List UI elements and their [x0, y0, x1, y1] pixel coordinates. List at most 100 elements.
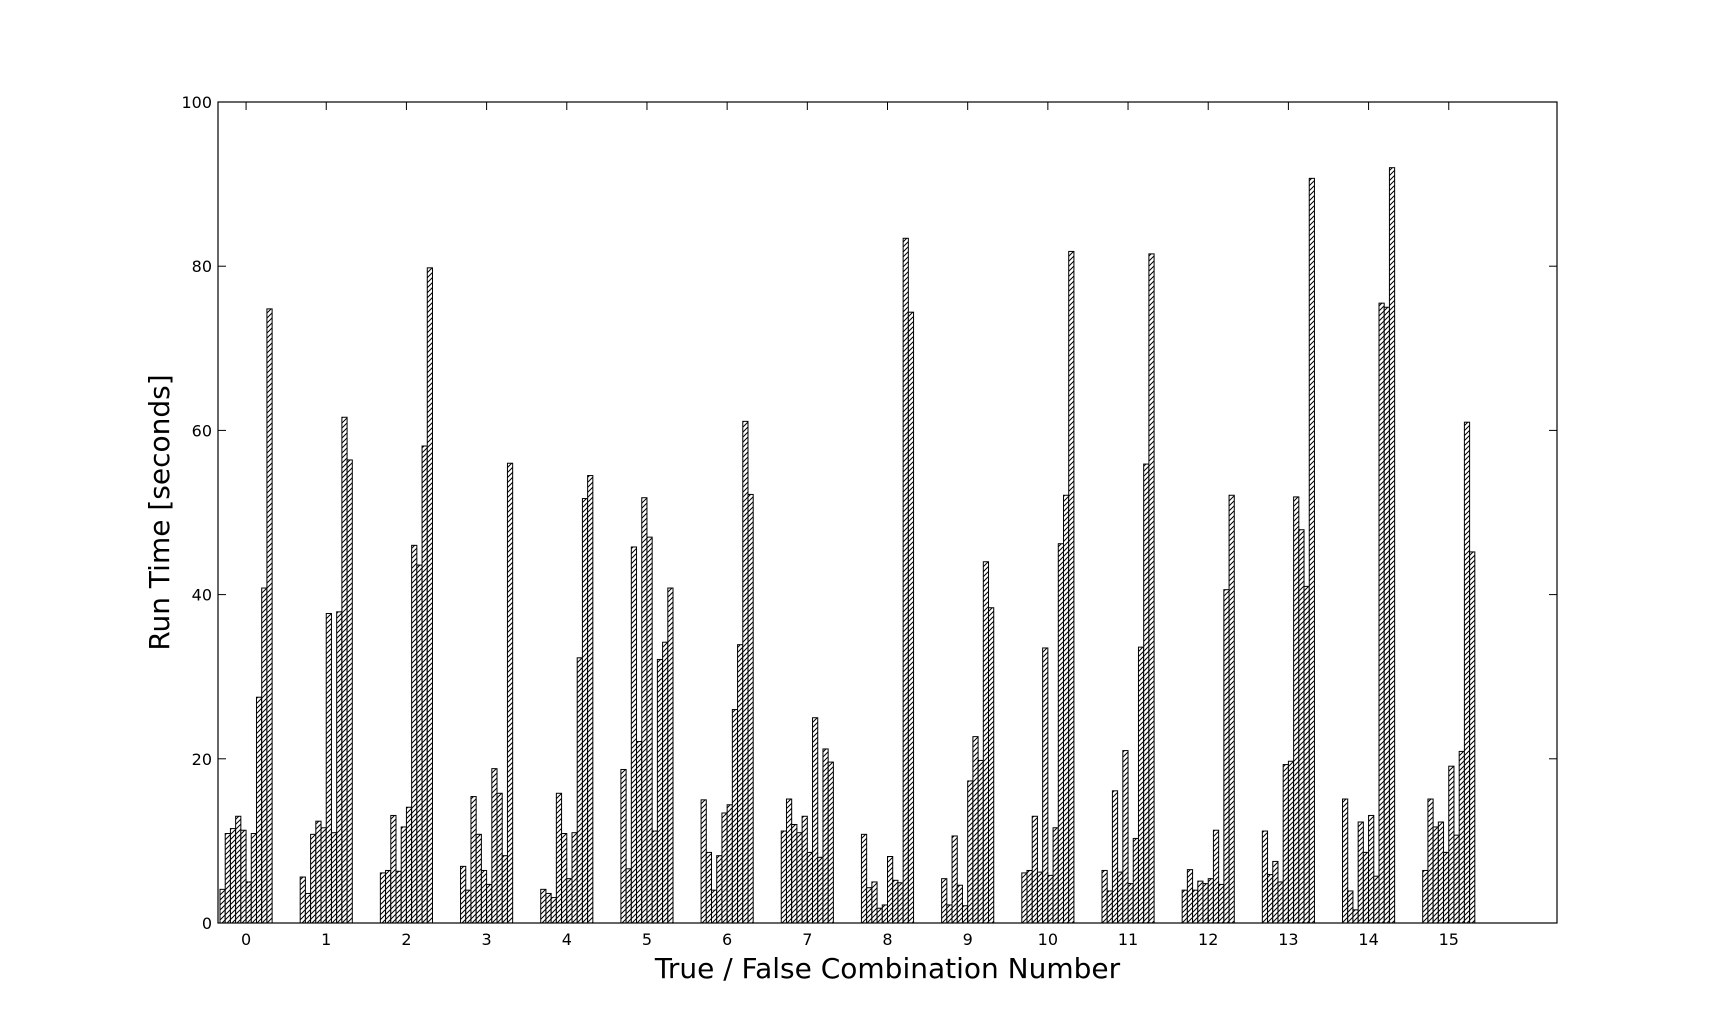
bar-7-8 — [822, 748, 829, 924]
bar-11-3 — [1117, 871, 1124, 924]
bar-9-6 — [972, 736, 979, 924]
bar-9-9 — [988, 607, 995, 924]
bar-7-3 — [796, 832, 803, 924]
bar-7-6 — [812, 717, 819, 924]
x-tick-label: 6 — [722, 930, 732, 949]
bar-15-6 — [1453, 834, 1460, 924]
bar-1-1 — [304, 892, 312, 924]
bar-14-0 — [1342, 798, 1349, 924]
y-tick-label: 40 — [192, 586, 212, 605]
bar-13-5 — [1287, 760, 1295, 924]
bar-11-0 — [1101, 869, 1108, 924]
bar-11-4 — [1122, 750, 1129, 924]
bar-2-4 — [400, 826, 407, 924]
bar-10-9 — [1068, 250, 1075, 924]
bar-15-9 — [1469, 551, 1476, 924]
bar-10-6 — [1052, 827, 1059, 924]
bar-4-6 — [571, 832, 578, 924]
bar-1-9 — [346, 459, 353, 924]
bar-13-2 — [1272, 860, 1279, 924]
bar-5-6 — [651, 830, 658, 924]
bar-7-9 — [827, 761, 834, 924]
bar-10-7 — [1057, 543, 1064, 924]
x-tick-label: 10 — [1038, 930, 1058, 949]
bar-12-9 — [1228, 494, 1235, 924]
bar-2-7 — [416, 564, 423, 924]
bar-13-1 — [1267, 874, 1274, 924]
bar-11-6 — [1132, 837, 1139, 924]
bar-14-8 — [1383, 306, 1390, 924]
bar-0-9 — [266, 308, 273, 924]
bar-2-0 — [379, 872, 387, 924]
bar-5-2 — [630, 546, 638, 924]
bar-14-1 — [1347, 890, 1354, 924]
bar-4-4 — [561, 833, 568, 924]
bar-4-9 — [587, 475, 594, 924]
bar-3-9 — [506, 462, 514, 924]
bar-6-7 — [737, 644, 744, 924]
bar-12-0 — [1181, 889, 1188, 924]
x-tick-label: 1 — [321, 930, 331, 949]
bar-7-2 — [791, 823, 798, 924]
bar-0-0 — [219, 888, 226, 924]
bar-15-4 — [1443, 851, 1450, 924]
x-tick-label: 13 — [1278, 930, 1298, 949]
bar-4-0 — [540, 888, 547, 924]
bar-8-3 — [876, 907, 883, 924]
bar-3-7 — [496, 792, 503, 924]
bar-0-8 — [261, 587, 268, 924]
bar-4-2 — [550, 897, 557, 924]
y-tick-label: 20 — [192, 750, 212, 769]
bar-9-7 — [977, 759, 984, 924]
x-tick-label: 14 — [1358, 930, 1378, 949]
x-tick-label: 4 — [562, 930, 572, 949]
bar-8-9 — [907, 311, 915, 924]
x-tick-label: 2 — [401, 930, 411, 949]
bar-6-5 — [726, 804, 733, 924]
bar-12-4 — [1202, 883, 1209, 924]
bar-9-1 — [946, 904, 953, 924]
bar-15-1 — [1427, 798, 1434, 924]
bar-7-0 — [780, 830, 787, 924]
bar-13-7 — [1298, 529, 1305, 924]
bar-8-1 — [866, 887, 873, 924]
bar-1-2 — [310, 833, 317, 924]
y-tick-label: 80 — [192, 257, 212, 276]
x-tick-label: 12 — [1198, 930, 1218, 949]
bar-4-8 — [581, 498, 589, 924]
bar-12-7 — [1218, 883, 1225, 924]
bar-3-8 — [501, 855, 508, 924]
bar-3-4 — [480, 869, 488, 924]
bar-10-8 — [1062, 494, 1070, 924]
bar-13-6 — [1293, 496, 1300, 924]
bar-1-6 — [330, 832, 338, 924]
bar-13-9 — [1308, 177, 1315, 924]
y-tick-label: 60 — [192, 421, 212, 440]
bar-1-4 — [320, 827, 327, 924]
bar-0-6 — [250, 833, 257, 924]
bar-13-8 — [1303, 585, 1310, 924]
bar-6-4 — [721, 812, 728, 924]
bar-3-2 — [470, 796, 477, 924]
bar-5-3 — [636, 741, 643, 924]
bar-14-6 — [1373, 875, 1380, 924]
bar-14-7 — [1378, 302, 1385, 924]
bar-14-5 — [1368, 814, 1375, 924]
bar-13-3 — [1277, 881, 1284, 924]
bar-3-6 — [491, 768, 498, 924]
bars-layer — [219, 167, 1476, 924]
bar-11-8 — [1143, 463, 1150, 924]
bar-7-4 — [801, 815, 808, 924]
bar-3-0 — [460, 865, 467, 924]
bar-5-7 — [656, 658, 664, 924]
bar-3-3 — [475, 833, 482, 924]
bar-2-5 — [405, 806, 413, 924]
bar-5-8 — [662, 641, 669, 924]
y-axis-title: Run Time [seconds] — [143, 374, 176, 650]
x-tick-label: 9 — [963, 930, 973, 949]
bar-12-1 — [1186, 869, 1194, 924]
bar-14-9 — [1388, 167, 1396, 924]
bar-2-6 — [411, 544, 418, 924]
bar-6-8 — [742, 420, 749, 924]
